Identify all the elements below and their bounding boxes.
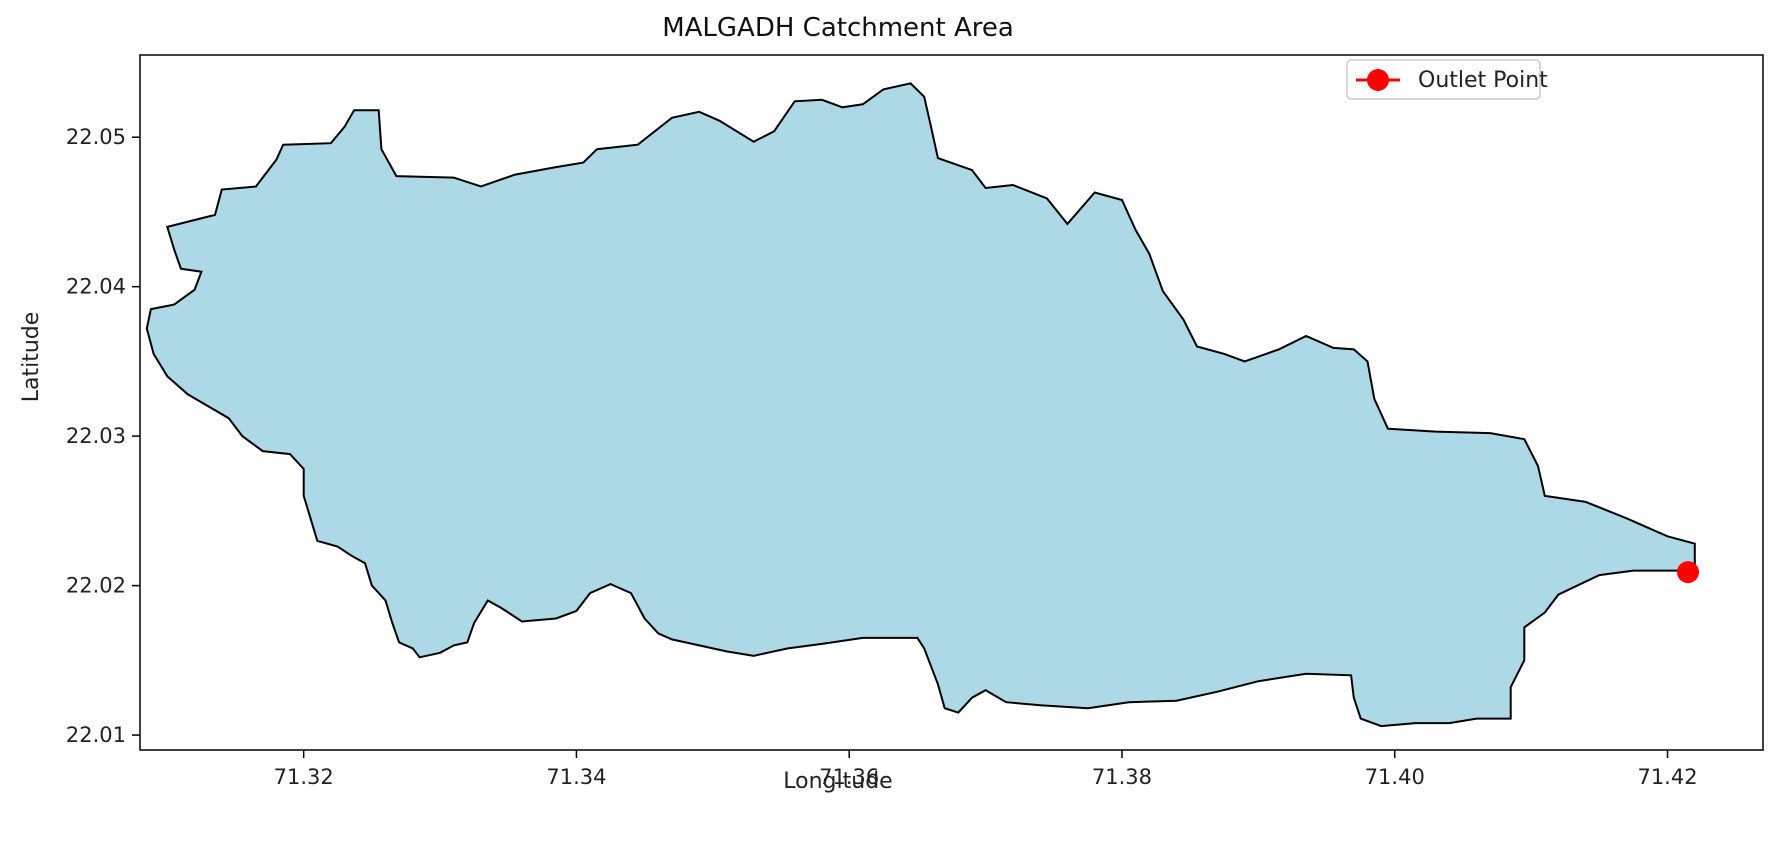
x-tick-label: 71.32 [274,765,334,789]
plot-area [145,82,1699,728]
y-tick-label: 22.04 [66,275,126,299]
x-tick-label: 71.42 [1637,765,1697,789]
legend: Outlet Point [1346,59,1548,100]
y-tick-label: 22.03 [66,424,126,448]
y-tick-label: 22.02 [66,574,126,598]
y-axis-ticks: 22.01 22.02 22.03 22.04 22.05 [66,125,140,747]
x-axis-label: Longitude [783,769,892,794]
x-axis-ticks: 71.32 71.34 71.36 71.38 71.40 71.42 [274,750,1698,789]
legend-entry-outlet-point: Outlet Point [1418,68,1548,93]
outlet-point-marker [1676,561,1699,584]
x-tick-label: 71.40 [1365,765,1425,789]
y-tick-label: 22.05 [66,125,126,149]
catchment-polygon [145,82,1696,728]
axes-frame [139,54,1764,751]
chart-title: MALGADH Catchment Area [662,13,1014,43]
x-tick-label: 71.36 [819,765,879,789]
y-axis-label: Latitude [19,312,44,403]
legend-marker-swatch [1367,69,1389,91]
x-tick-label: 71.38 [1092,765,1152,789]
legend-box [1346,59,1541,100]
x-tick-label: 71.34 [546,765,606,789]
y-tick-label: 22.01 [66,723,126,747]
